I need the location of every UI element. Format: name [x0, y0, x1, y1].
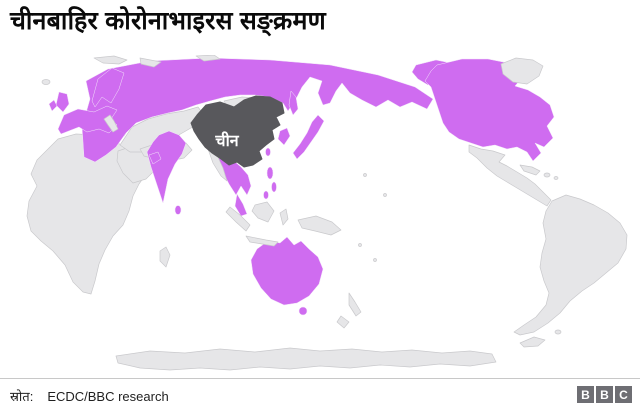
region-mexico-central-america — [468, 144, 552, 207]
region-sulawesi — [279, 208, 289, 226]
region-antarctic-peninsula — [519, 336, 546, 348]
page-title: चीनबाहिर कोरोनाभाइरस सङ्क्रमण — [10, 7, 326, 35]
source-label: स्रोत: — [10, 389, 34, 404]
region-sumatra — [225, 206, 251, 232]
region-patagonia-islands — [554, 329, 562, 335]
china-label: चीन — [214, 131, 239, 150]
region-south-america — [513, 194, 628, 336]
region-new-guinea — [297, 215, 342, 236]
bbc-logo: B B C — [577, 386, 632, 403]
region-borneo — [251, 201, 275, 223]
region-novaya-zemlya — [139, 57, 162, 68]
region-india — [146, 130, 187, 204]
bbc-logo-block: C — [615, 386, 632, 403]
region-pacific-island — [358, 243, 362, 247]
region-malay-peninsula — [234, 193, 248, 217]
region-south-korea — [277, 127, 291, 146]
region-ireland — [48, 99, 58, 112]
bbc-logo-block: B — [577, 386, 594, 403]
region-sri-lanka — [174, 205, 182, 215]
region-uk — [55, 91, 70, 113]
region-greenland — [500, 57, 544, 85]
source-line: स्रोत: ECDC/BBC research — [10, 387, 169, 405]
region-iceland — [41, 79, 51, 85]
region-new-zealand-south — [336, 315, 350, 329]
region-pacific-island — [383, 193, 387, 197]
region-fiji — [373, 258, 377, 262]
region-philippines-luzon — [266, 166, 274, 180]
region-pacific-island — [363, 173, 367, 177]
region-cuba — [519, 164, 541, 176]
region-japan — [292, 114, 325, 160]
region-puerto-rico — [553, 176, 559, 180]
region-svalbard — [93, 55, 128, 65]
region-italy — [103, 114, 119, 133]
region-philippines-visayas — [271, 181, 277, 193]
region-philippines-mindanao — [263, 190, 269, 200]
region-tasmania — [298, 306, 308, 316]
world-map: चीन — [0, 55, 640, 373]
world-map-svg: चीन — [0, 55, 640, 373]
region-madagascar — [159, 246, 171, 268]
region-antarctica — [115, 347, 497, 371]
bbc-logo-block: B — [596, 386, 613, 403]
region-uae — [148, 151, 162, 165]
region-arctic-island — [195, 55, 221, 62]
source-text: ECDC/BBC research — [47, 389, 169, 404]
region-china — [190, 95, 285, 168]
region-new-zealand-north — [348, 292, 362, 317]
region-australia — [250, 236, 324, 306]
region-taiwan — [265, 147, 271, 157]
region-russia — [81, 57, 434, 163]
region-java — [245, 235, 279, 247]
region-scandinavia — [91, 67, 125, 108]
region-hispaniola — [543, 172, 551, 178]
footer: स्रोत: ECDC/BBC research B B C — [0, 378, 640, 411]
region-sakhalin — [288, 90, 299, 116]
